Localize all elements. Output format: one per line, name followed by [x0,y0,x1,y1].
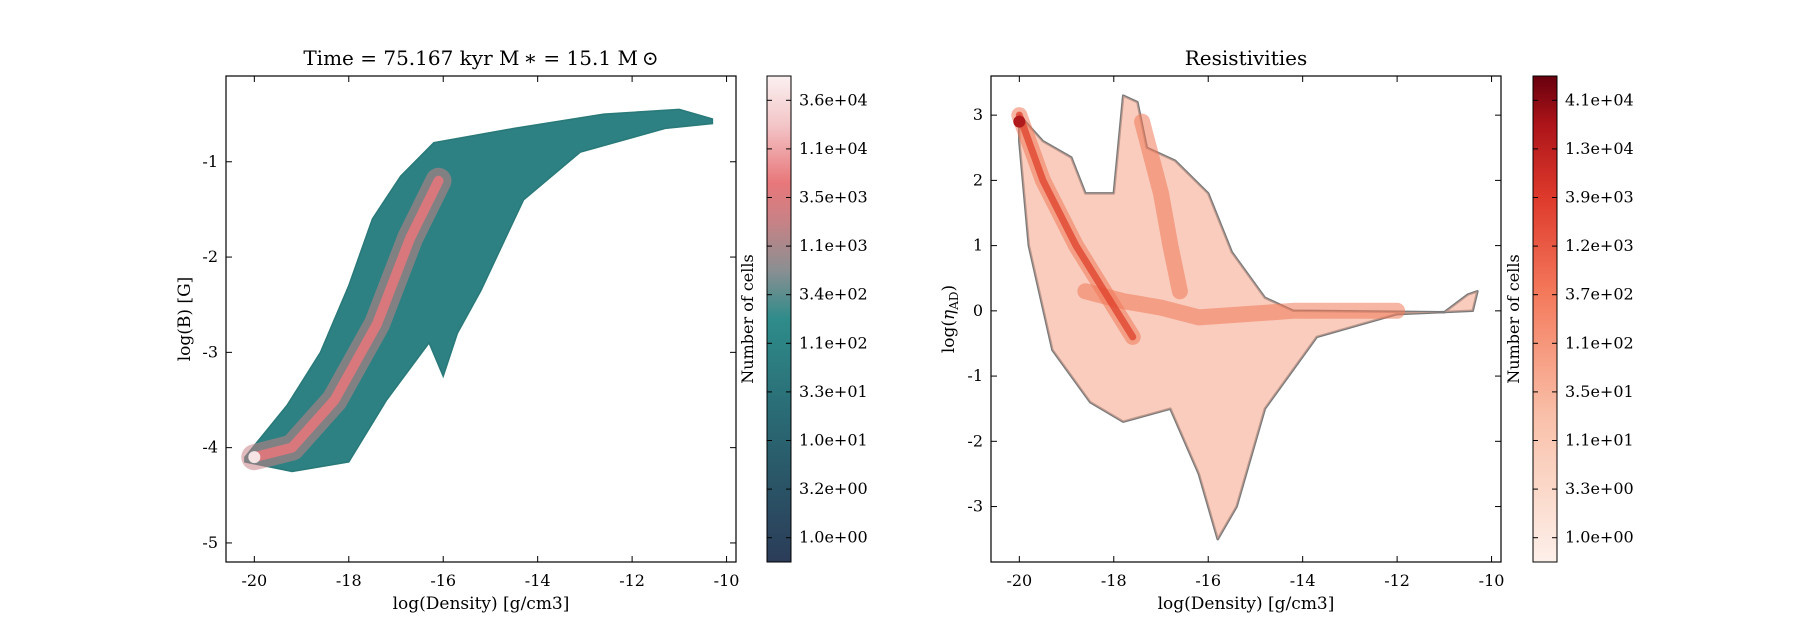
y-tick-label: -1 [202,152,218,171]
colorbar-tick-label: 3.5e+01 [1565,382,1634,401]
colorbar-tick-label: 1.0e+01 [799,431,868,450]
y-tick-label: -4 [202,438,218,457]
colorbar-tick-label: 1.1e+01 [1565,431,1634,450]
colorbar-tick-label: 1.1e+04 [799,139,868,158]
x-tick-label: -14 [1290,571,1316,590]
heatmap-left [241,108,714,473]
title-left: Time = 75.167 kyr M ∗ = 15.1 M ⊙ [303,46,658,70]
xlabel-right: log(Density) [g/cm3] [1158,594,1335,614]
colorbar-tick-label: 1.1e+02 [1565,333,1634,352]
x-tick-label: -14 [525,571,551,590]
colorbar-tick-label: 1.2e+03 [1565,236,1634,255]
colorbar-label-right: Number of cells [1504,254,1523,383]
colorbar-tick-label: 1.0e+00 [1565,528,1634,547]
density-region [244,108,714,473]
colorbar-label-left: Number of cells [738,254,757,383]
y-tick-label: -3 [967,497,983,516]
x-tick-label: -18 [336,571,362,590]
y-tick-label: 2 [973,170,983,189]
xlabel-left: log(Density) [g/cm3] [393,594,570,614]
resistivity-ridge [1077,283,1406,326]
colorbar-left [766,75,792,563]
panel-left: Time = 75.167 kyr M ∗ = 15.1 M ⊙ -20 -18-… [175,46,868,614]
x-tick-label: -16 [430,571,456,590]
density-peak [248,451,261,464]
ticks-left: -20 -18 -16 -14 -12 -10 -5 -4 -3 -2 -1 [202,76,739,590]
y-tick-label: -2 [967,431,983,450]
colorbar-tick-label: 3.5e+03 [799,188,868,207]
colorbar-ticks-left: 1.0e+00 3.2e+00 1.0e+01 3.3e+01 1.1e+02 3.4e+… [767,90,868,547]
density-ridge [249,175,444,463]
y-tick-label: -2 [202,247,218,266]
y-tick-label: -1 [967,366,983,385]
y-tick-label: 1 [973,236,983,255]
y-tick-label: -5 [202,533,218,552]
ylabel-left: log(B) [G] [175,277,195,362]
axes-frame-right [990,75,1502,563]
y-tick-label: 3 [973,105,983,124]
resistivity-ridge [1134,113,1188,300]
colorbar-tick-label: 3.3e+00 [1565,479,1634,498]
colorbar-tick-label: 1.1e+02 [799,333,868,352]
x-tick-label: -10 [714,571,740,590]
colorbar-ticks-right: 1.0e+00 3.3e+00 1.1e+01 3.5e+01 1.1e+02 3.7e+… [1533,90,1634,547]
x-tick-label: -12 [619,571,645,590]
colorbar-tick-label: 1.1e+03 [799,236,868,255]
y-tick-label: -3 [202,342,218,361]
colorbar-tick-label: 3.3e+01 [799,382,868,401]
x-tick-label: -12 [1384,571,1410,590]
colorbar-tick-label: 3.6e+04 [799,90,868,109]
ylabel-right: log(ηAD) [939,285,961,353]
x-tick-label: -20 [1006,571,1032,590]
axes-frame-left [225,75,737,563]
colorbar-tick-label: 3.7e+02 [1565,285,1634,304]
colorbar-right [1532,75,1558,563]
density-region-shade [244,109,713,472]
y-tick-label: 0 [973,301,983,320]
colorbar-tick-label: 3.4e+02 [799,285,868,304]
x-tick-label: -16 [1195,571,1221,590]
x-tick-label: -20 [241,571,267,590]
resistivity-ridge-core [1015,111,1137,341]
colorbar-tick-label: 4.1e+04 [1565,90,1634,109]
x-tick-label: -18 [1101,571,1127,590]
x-tick-label: -10 [1479,571,1505,590]
title-right: Resistivities [1185,46,1307,70]
heatmap-right [1011,94,1479,541]
resistivity-peak [1013,115,1026,128]
colorbar-tick-label: 3.2e+00 [799,479,868,498]
panel-right: Resistivities -20 -18 -16 -14 -12 -10-3-2-101… [939,46,1634,614]
colorbar-tick-label: 1.3e+04 [1565,139,1634,158]
colorbar-tick-label: 1.0e+00 [799,528,868,547]
colorbar-tick-label: 3.9e+03 [1565,188,1634,207]
